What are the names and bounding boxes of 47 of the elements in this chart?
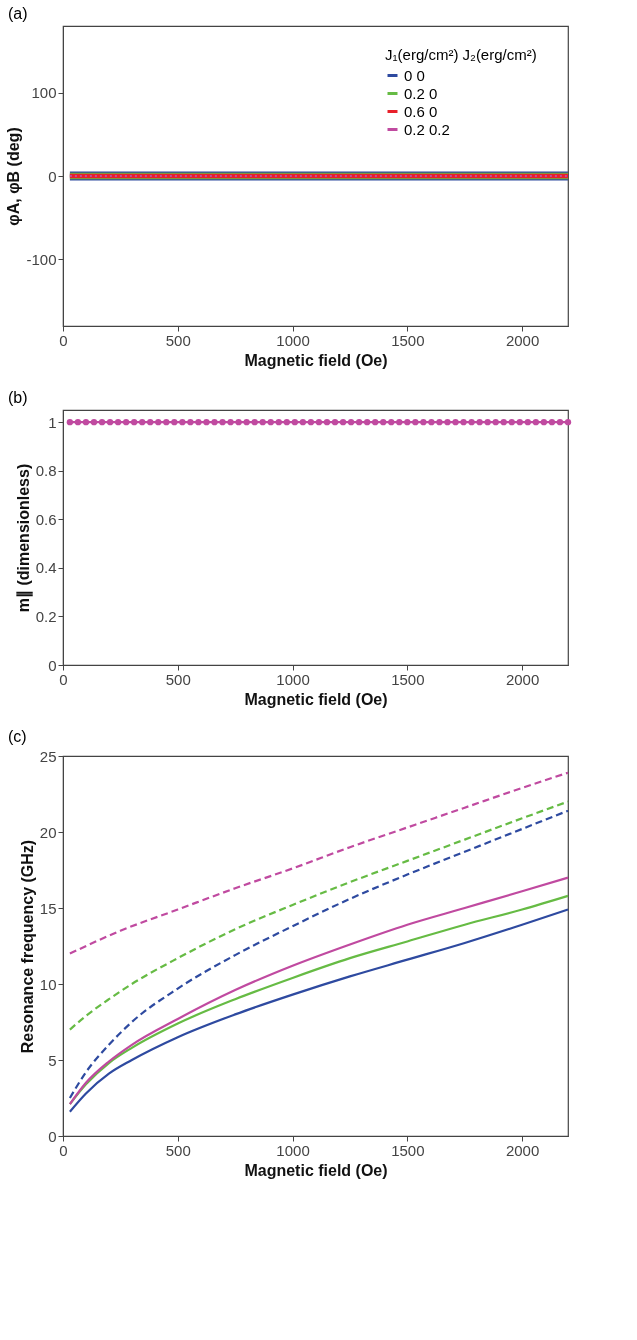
x-axis-title: Magnetic field (Oe) xyxy=(244,1161,388,1179)
y-tick-label: 0.8 xyxy=(35,462,57,480)
x-tick-label: 1500 xyxy=(391,670,425,688)
x-tick-label: 0 xyxy=(59,331,68,349)
x-axis-title: Magnetic field (Oe) xyxy=(244,690,388,708)
y-tick-label: 15 xyxy=(39,899,57,917)
y-axis-title: m∥ (dimensionless) xyxy=(14,463,33,613)
y-tick-label: 1 xyxy=(48,413,57,431)
y-axis-title: Resonance frequency (GHz) xyxy=(18,839,36,1054)
line-series xyxy=(68,800,570,1031)
x-tick-label: 2000 xyxy=(505,1141,540,1159)
legend-label: 0.6 0 xyxy=(404,102,438,120)
x-axis-title: Magnetic field (Oe) xyxy=(244,351,388,369)
y-tick-label: 20 xyxy=(39,823,57,841)
y-tick-label: 0 xyxy=(48,656,57,674)
legend-label: 0.2 0 xyxy=(404,84,438,102)
x-tick-label: 0 xyxy=(59,670,68,688)
chart-title: (c) xyxy=(8,728,27,745)
x-tick-label: 2000 xyxy=(505,331,540,349)
x-tick-label: 500 xyxy=(165,670,191,688)
y-tick-label: 0.2 xyxy=(35,607,57,625)
line-series xyxy=(68,771,570,955)
x-tick-label: 1000 xyxy=(276,670,310,688)
legend-title: J₁(erg/cm²) J₂(erg/cm²) xyxy=(385,46,537,63)
chart-title: (b) xyxy=(8,389,28,406)
y-tick-label: 5 xyxy=(48,1051,57,1069)
y-tick-label: -100 xyxy=(26,250,57,268)
x-tick-label: 2000 xyxy=(505,670,540,688)
y-axis-title: φA, φB (deg) xyxy=(5,127,23,226)
x-tick-label: 0 xyxy=(59,1141,68,1159)
legend-label: 0 0 xyxy=(404,66,425,84)
x-tick-label: 1500 xyxy=(391,331,425,349)
legend-label: 0.2 0.2 xyxy=(404,120,450,138)
y-tick-label: 100 xyxy=(31,84,57,102)
line-series xyxy=(68,809,570,1100)
y-tick-label: 0.6 xyxy=(35,510,57,528)
y-tick-label: 0.4 xyxy=(35,559,57,577)
y-tick-label: 10 xyxy=(39,975,57,993)
x-tick-label: 1000 xyxy=(276,1141,310,1159)
x-tick-label: 500 xyxy=(165,1141,191,1159)
y-tick-label: 0 xyxy=(48,1127,57,1145)
x-tick-label: 1500 xyxy=(391,1141,425,1159)
y-tick-label: 0 xyxy=(48,167,57,185)
chart-title: (a) xyxy=(8,5,28,22)
y-tick-label: 25 xyxy=(39,747,57,765)
x-tick-label: 1000 xyxy=(276,331,310,349)
x-tick-label: 500 xyxy=(165,331,191,349)
